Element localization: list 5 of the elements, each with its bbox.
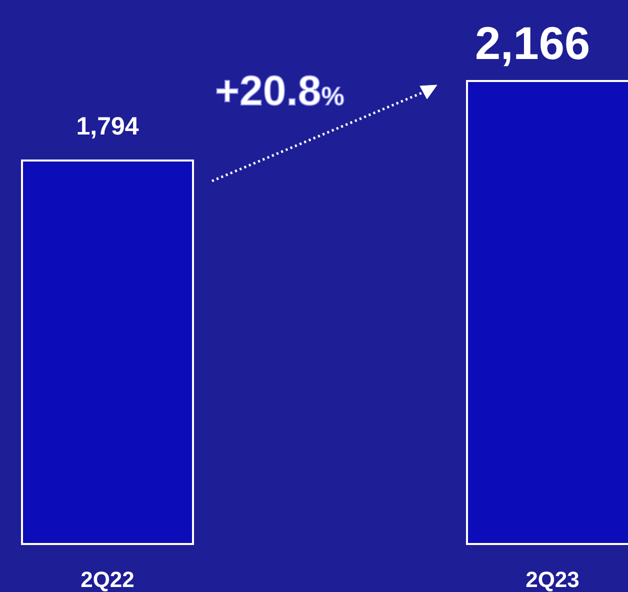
- data-label: 1,794: [76, 112, 139, 141]
- x-tick-label: 2Q22: [80, 567, 134, 592]
- data-label: 2,166: [474, 17, 590, 69]
- x-tick-label: 2Q23: [526, 567, 580, 592]
- annotation: +20.8%: [215, 67, 344, 114]
